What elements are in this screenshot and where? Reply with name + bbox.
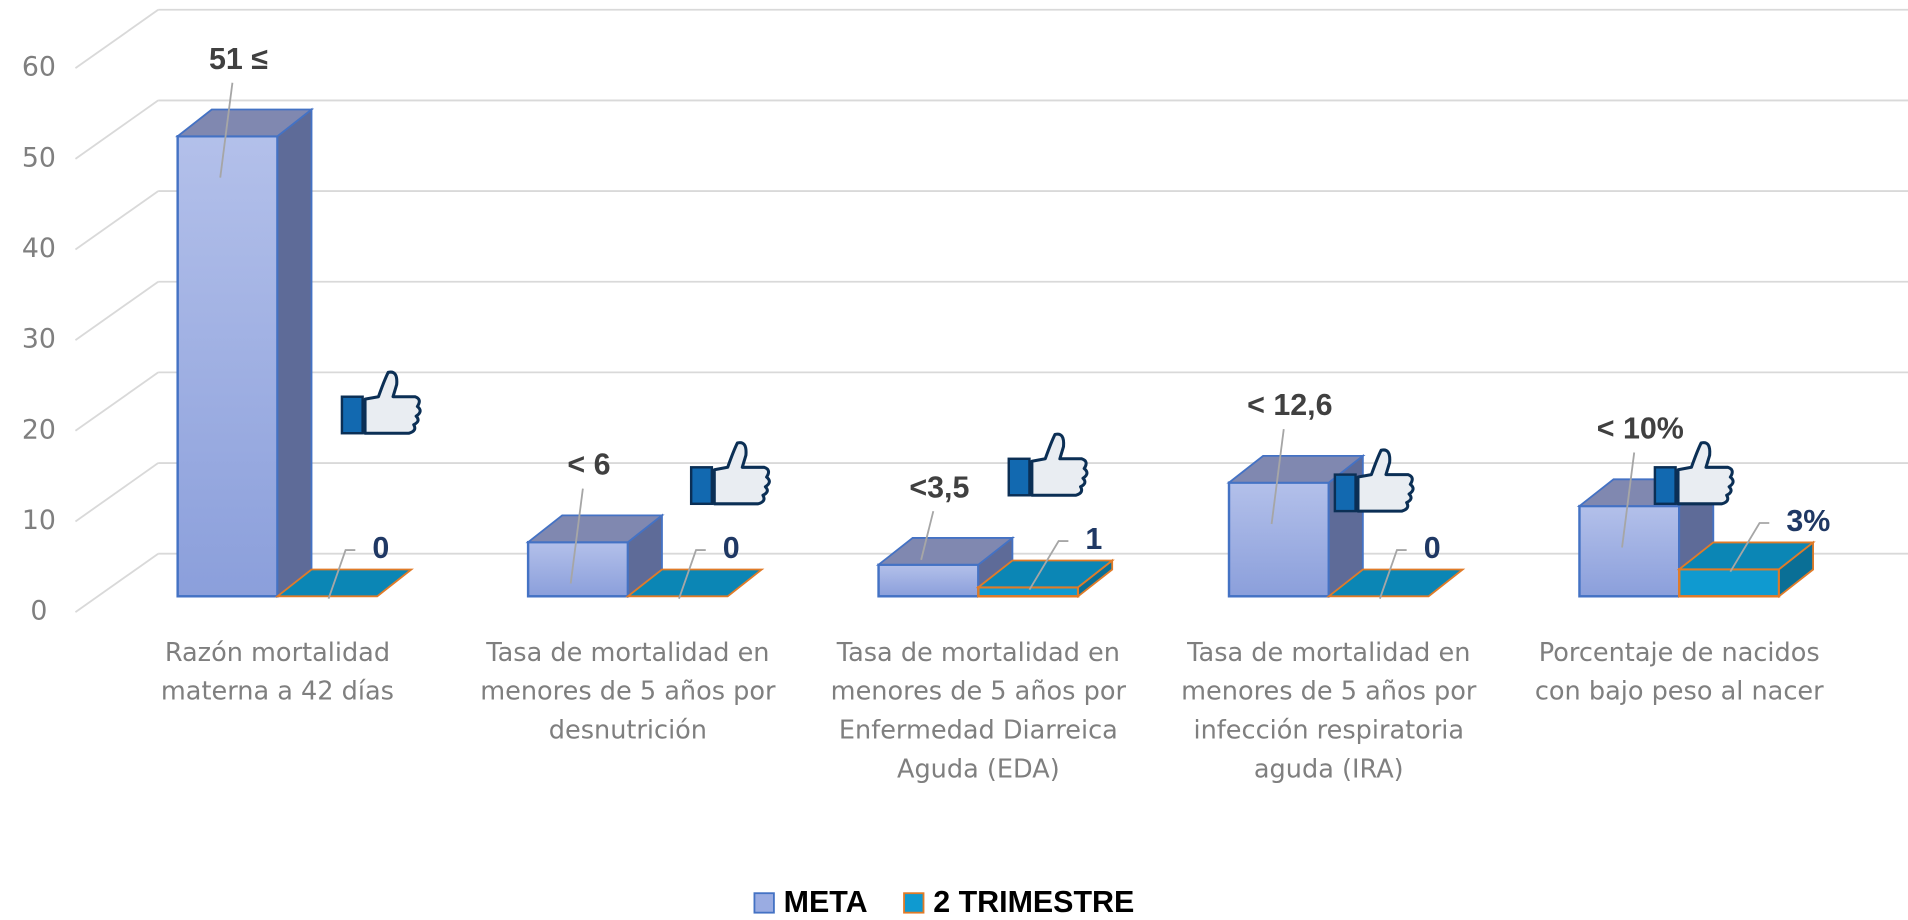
bar-front bbox=[1578, 504, 1681, 598]
data-label: < 6 bbox=[567, 448, 610, 482]
x-tick-label: Porcentaje de nacidos con bajo peso al n… bbox=[1534, 637, 1824, 706]
bar-top bbox=[875, 537, 1016, 566]
bar-top bbox=[1676, 541, 1816, 571]
bar-top bbox=[274, 568, 414, 598]
data-label: 0 bbox=[723, 531, 740, 565]
thumb-icon bbox=[340, 370, 422, 435]
thumb-icon bbox=[1007, 432, 1089, 497]
bar-top bbox=[525, 514, 665, 544]
grid-line-depth bbox=[74, 552, 159, 613]
x-tick-label-box: Porcentaje de nacidos con bajo peso al n… bbox=[1534, 637, 1824, 706]
label-leader bbox=[920, 510, 935, 561]
y-tick-label: 50 bbox=[22, 142, 56, 173]
label-leader bbox=[1379, 549, 1407, 600]
thumb-icon bbox=[1653, 441, 1735, 506]
bar-front bbox=[1227, 481, 1331, 598]
legend-label: META bbox=[784, 885, 868, 919]
data-label: < 12,6 bbox=[1247, 388, 1332, 422]
bar-top bbox=[1226, 454, 1366, 484]
grid-line-depth bbox=[74, 280, 159, 341]
bar-front bbox=[176, 135, 279, 598]
y-tick-label: 40 bbox=[22, 233, 56, 264]
x-tick-label: Tasa de mortalidad en menores de 5 años … bbox=[1181, 637, 1477, 784]
legend-label: 2 TRIMESTRE bbox=[933, 885, 1134, 919]
label-leader bbox=[569, 488, 584, 584]
bar-top bbox=[175, 108, 315, 138]
data-label: 3% bbox=[1786, 504, 1830, 538]
thumb-icon bbox=[689, 441, 771, 506]
bar-side bbox=[276, 107, 313, 599]
thumb-icons bbox=[340, 370, 1735, 513]
y-tick-label: 20 bbox=[22, 414, 56, 445]
grid-line-depth bbox=[74, 9, 159, 69]
label-leader bbox=[1270, 428, 1285, 525]
x-tick-label: Tasa de mortalidad en menores de 5 años … bbox=[480, 637, 776, 745]
x-tick-label-box: Tasa de mortalidad en menores de 5 años … bbox=[830, 637, 1126, 784]
legend-swatch bbox=[903, 892, 925, 914]
y-tick-label: 30 bbox=[22, 324, 56, 355]
y-tick-label: 60 bbox=[22, 52, 56, 83]
x-tick-label-box: Tasa de mortalidad en menores de 5 años … bbox=[1181, 637, 1477, 784]
data-label: < 10% bbox=[1597, 412, 1684, 446]
legend-swatch bbox=[753, 892, 775, 914]
bar-front bbox=[877, 563, 980, 598]
grid-line-depth bbox=[74, 190, 159, 251]
label-leader bbox=[219, 82, 234, 178]
bar-front bbox=[1678, 568, 1781, 598]
x-tick-label: Razón mortalidad materna a 42 días bbox=[160, 637, 394, 706]
label-leader bbox=[678, 549, 706, 600]
x-tick-label: Tasa de mortalidad en menores de 5 años … bbox=[830, 637, 1126, 784]
y-tick-label: 10 bbox=[22, 505, 56, 536]
x-tick-label-box: Tasa de mortalidad en menores de 5 años … bbox=[480, 637, 776, 745]
bar-front bbox=[977, 586, 1080, 598]
label-leader bbox=[1028, 540, 1069, 591]
grid-line-depth bbox=[74, 99, 159, 160]
label-leader bbox=[1621, 452, 1636, 548]
data-label: 0 bbox=[1424, 531, 1441, 565]
bar-top bbox=[625, 568, 765, 598]
y-tick-label: 0 bbox=[30, 596, 47, 627]
data-label: 0 bbox=[372, 531, 389, 565]
grid-line-depth bbox=[74, 371, 159, 432]
bar-top bbox=[975, 559, 1115, 589]
bar-front bbox=[526, 540, 630, 598]
data-label: 1 bbox=[1085, 522, 1102, 556]
data-label: 51 ≤ bbox=[209, 42, 268, 76]
bar-top bbox=[1326, 568, 1466, 598]
data-label: <3,5 bbox=[909, 470, 969, 504]
grid-line-depth bbox=[74, 462, 159, 523]
x-tick-label-box: Razón mortalidad materna a 42 días bbox=[160, 637, 394, 706]
label-leader bbox=[1729, 522, 1770, 573]
label-leader bbox=[327, 549, 356, 600]
